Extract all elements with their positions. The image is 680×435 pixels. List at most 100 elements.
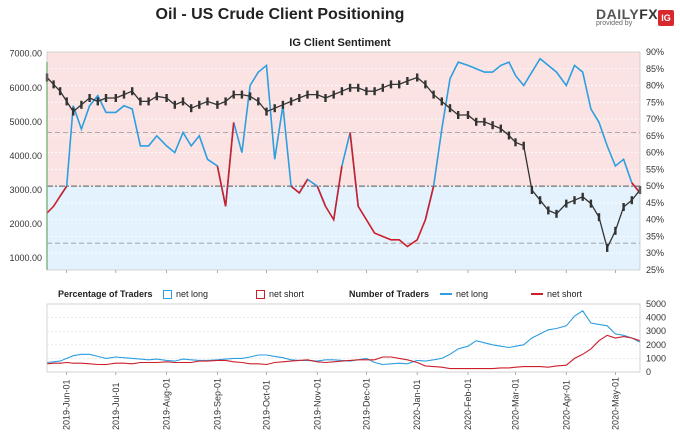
price-candle	[273, 104, 276, 113]
price-candle	[522, 141, 525, 150]
traders-net-long-line	[46, 310, 641, 366]
price-candle	[173, 100, 176, 109]
price-candle	[131, 87, 134, 96]
right-axis-tick-label: 70%	[646, 114, 664, 124]
x-tick-label: 2020-Apr-01	[561, 380, 571, 430]
price-candle	[630, 196, 633, 205]
price-candle	[147, 97, 150, 106]
price-candle	[265, 107, 268, 116]
x-tick-label: 2019-Aug-01	[162, 378, 172, 430]
legend-num-long: net long	[440, 289, 488, 299]
legend-long-swatch	[163, 289, 172, 299]
price-candle	[257, 97, 260, 106]
ig-logo-icon: IG	[658, 10, 674, 26]
legend-short-swatch	[256, 289, 265, 299]
price-candle	[88, 94, 91, 102]
legend-percentage-title: Percentage of Traders	[58, 289, 153, 299]
main-plot-border	[46, 51, 641, 271]
x-tick-label: 2020-Mar-01	[511, 378, 521, 430]
sub-axis-tick-label: 3000	[646, 326, 666, 336]
long-zone-background	[47, 186, 640, 270]
price-candle	[507, 131, 511, 140]
price-candle	[357, 83, 360, 92]
price-candle	[457, 111, 460, 119]
left-axis-tick-label: 2000.00	[9, 219, 42, 229]
sub-axis-tick-label: 4000	[646, 313, 666, 323]
left-axis-tick-label: 4000.00	[9, 151, 42, 161]
right-axis-tick-label: 40%	[646, 215, 664, 225]
price-candle	[348, 83, 352, 92]
price-candle	[514, 138, 517, 147]
right-axis-tick-label: 30%	[646, 248, 664, 258]
sub-plot-border	[46, 303, 641, 373]
left-axis-tick-label: 7000.00	[9, 49, 42, 59]
price-candle	[281, 100, 285, 109]
price-candle	[389, 80, 393, 89]
right-axis-tick-label: 60%	[646, 148, 664, 158]
price-candle	[248, 92, 252, 101]
net-short-sentiment-line	[46, 122, 641, 248]
right-axis-tick-label: 35%	[646, 231, 664, 241]
price-candle	[432, 90, 435, 99]
traders-net-short-line	[46, 334, 641, 370]
price-candle	[381, 83, 384, 92]
right-axis-tick-label: 55%	[646, 164, 664, 174]
logo-text: DAILYFX	[596, 6, 659, 22]
price-candle	[96, 97, 99, 106]
price-candle	[114, 94, 117, 102]
price-candle	[581, 192, 584, 201]
price-candle	[565, 199, 568, 208]
price-candle	[440, 97, 443, 106]
sub-axis-tick-label: 2000	[646, 340, 666, 350]
right-axis-tick-label: 50%	[646, 181, 664, 191]
price-candle	[340, 87, 344, 96]
sub-axis-tick-label: 5000	[646, 299, 666, 309]
right-axis-tick-label: 65%	[646, 131, 664, 141]
price-candle	[58, 87, 62, 96]
price-candle	[72, 107, 75, 116]
price-candle	[65, 97, 68, 106]
x-tick-label: 2019-Nov-01	[312, 378, 322, 430]
price-candle	[155, 92, 158, 101]
left-axis-tick-label: 5000.00	[9, 117, 42, 127]
price-candle	[289, 97, 293, 106]
x-tick-label: 2020-Jan-01	[412, 379, 422, 430]
price-candle	[483, 117, 486, 126]
price-candle	[589, 199, 593, 208]
price-candle	[365, 87, 368, 96]
price-candle	[122, 90, 126, 99]
price-candle	[597, 213, 601, 222]
price-candle	[232, 90, 235, 99]
price-candle	[216, 100, 219, 109]
price-candle	[165, 94, 168, 102]
right-axis-tick-label: 80%	[646, 81, 664, 91]
x-tick-label: 2019-Sep-01	[212, 378, 222, 430]
price-candle	[240, 90, 244, 99]
price-candle	[424, 80, 427, 89]
price-candle	[198, 100, 201, 109]
price-candle	[448, 104, 452, 113]
legend-short-line	[531, 293, 543, 295]
price-candle	[475, 117, 478, 126]
price-candle	[466, 111, 470, 119]
price-candle	[406, 77, 409, 85]
price-candle	[52, 80, 55, 89]
right-axis-tick-label: 45%	[646, 198, 664, 208]
price-candle	[104, 94, 108, 102]
price-candle	[547, 206, 550, 215]
right-axis-tick-label: 75%	[646, 97, 664, 107]
price-candle	[190, 104, 193, 113]
price-candle	[530, 186, 534, 194]
right-axis-tick-label: 85%	[646, 64, 664, 74]
x-tick-label: 2020-May-01	[610, 377, 620, 430]
right-axis-tick-label: 90%	[646, 47, 664, 57]
sub-axis-tick-label: 1000	[646, 353, 666, 363]
legend-pct-short: net short	[256, 289, 304, 299]
price-candle	[332, 90, 335, 99]
left-axis-tick-label: 1000.00	[9, 253, 42, 263]
legend-number-title: Number of Traders	[349, 289, 430, 299]
price-candle	[316, 90, 319, 99]
price-candle	[606, 243, 609, 252]
sub-axis-tick-label: 0	[646, 367, 651, 377]
